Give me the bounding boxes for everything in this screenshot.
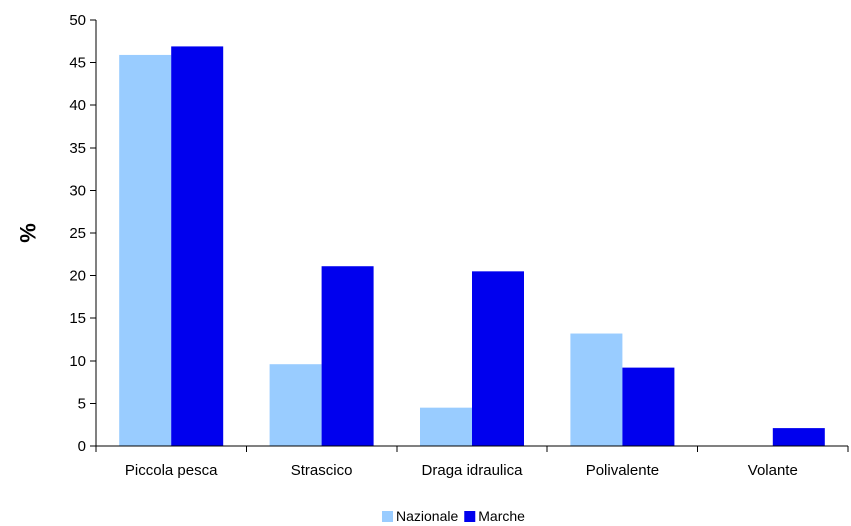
x-category-label: Strascico [291,462,353,479]
y-tick-label: 45 [69,55,86,72]
legend-swatch [382,511,393,522]
x-category-label: Piccola pesca [125,462,218,479]
bar-nazionale [119,54,172,446]
y-axis-ticks: 0 5 10 15 20 25 30 35 40 45 50 [69,12,96,455]
bar-nazionale [269,364,322,446]
y-tick-label: 35 [69,140,86,157]
y-axis-title: % [16,223,41,243]
y-tick-label: 25 [69,225,86,242]
bars [119,46,825,447]
y-tick-label: 20 [69,268,86,285]
bar-marche [321,266,374,446]
x-category-label: Draga idraulica [422,462,524,479]
x-axis-labels: Piccola pesca Strascico Draga idraulica Pol… [95,446,849,479]
y-tick-label: 0 [78,438,86,455]
bar-nazionale [420,407,472,446]
x-category-label: Volante [748,462,798,479]
legend-label: Nazionale [396,508,458,524]
y-tick-label: 15 [69,310,86,327]
bar-marche [171,46,224,447]
y-tick-label: 40 [69,97,86,114]
legend: Nazionale Marche [382,508,525,524]
y-tick-label: 50 [69,12,86,29]
bar-marche [472,271,524,446]
bar-nazionale [570,333,623,446]
legend-label: Marche [478,508,525,524]
bar-marche [772,428,825,446]
legend-swatch [464,511,476,522]
bar-marche [622,367,675,446]
x-category-label: Polivalente [586,462,659,479]
y-tick-label: 5 [78,395,86,412]
y-tick-label: 10 [69,353,86,370]
y-tick-label: 30 [69,182,86,199]
